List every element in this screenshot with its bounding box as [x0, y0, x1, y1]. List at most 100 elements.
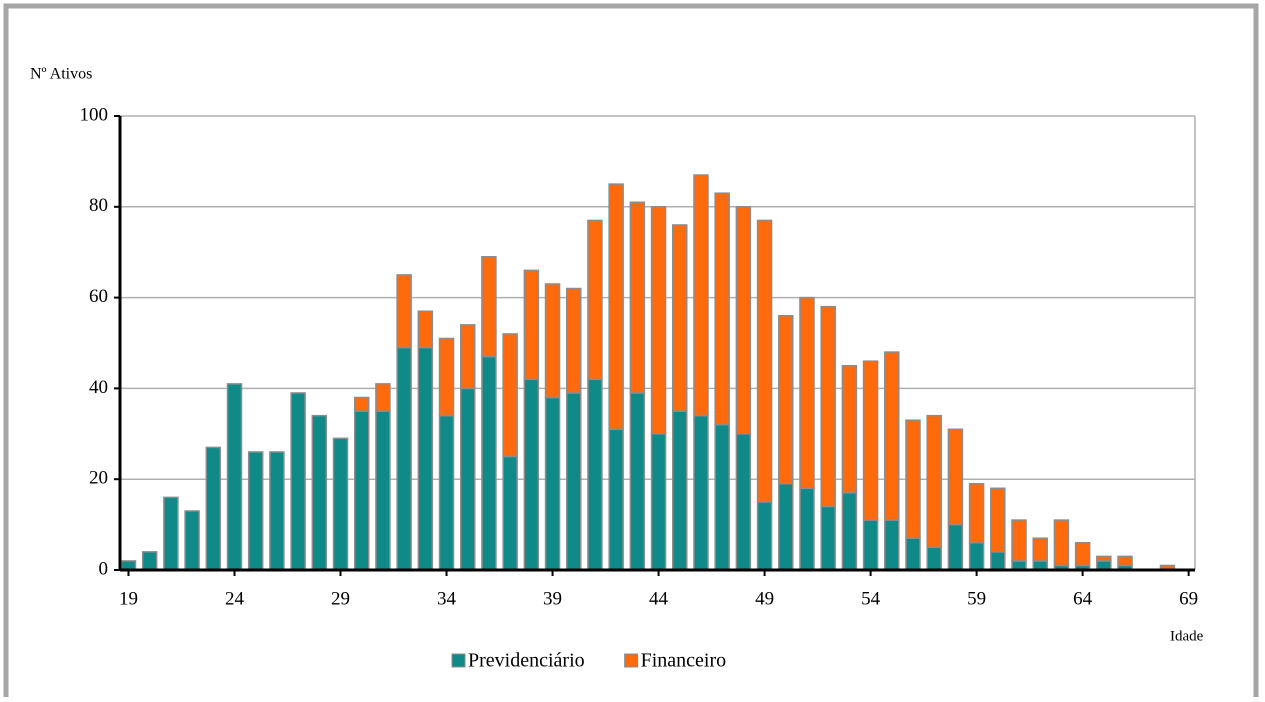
bar-segment — [820, 505, 836, 571]
bar-segment — [650, 433, 667, 571]
bar-segment — [693, 414, 709, 571]
bar-segment — [353, 396, 370, 412]
bar-segment — [778, 315, 794, 485]
bar-segment — [459, 324, 476, 390]
x-tick-label: 39 — [543, 588, 562, 609]
x-tick-label: 34 — [437, 588, 457, 609]
bar-segment — [990, 487, 1006, 553]
bar-segment — [714, 423, 730, 571]
y-tick-label: 60 — [89, 286, 108, 307]
bar-segment — [523, 378, 540, 571]
bar-segment — [459, 387, 476, 571]
bar-segment — [693, 174, 709, 417]
bar-segment — [608, 428, 624, 571]
bar-segment — [841, 364, 858, 494]
bar-segment — [184, 510, 200, 571]
x-tick-label: 44 — [649, 588, 669, 609]
bar-segment — [544, 396, 561, 571]
bar-segment — [375, 410, 391, 571]
bar-segment — [926, 546, 942, 571]
x-tick-label: 49 — [755, 588, 774, 609]
bar-segment — [1011, 519, 1027, 562]
bar-segment — [735, 206, 752, 435]
bar-segment — [544, 283, 561, 399]
bar-segment — [841, 492, 858, 571]
bar-segment — [163, 496, 179, 571]
bar-segment — [820, 305, 836, 508]
bar-segment — [672, 224, 688, 412]
bar-segment — [523, 269, 540, 381]
y-tick-label: 20 — [89, 468, 108, 489]
bar-segment — [417, 310, 434, 349]
legend-label: Financeiro — [641, 650, 727, 672]
bar-segment — [587, 219, 603, 381]
bar-segment — [1053, 519, 1070, 567]
legend-label: Previdenciário — [468, 650, 585, 672]
bar-segment — [672, 410, 688, 571]
bar-segment — [990, 551, 1006, 571]
bar-segment — [926, 414, 942, 549]
bar-segment — [396, 346, 412, 571]
bar-segment — [1032, 537, 1048, 562]
bar-segment — [884, 351, 900, 521]
y-tick-label: 80 — [89, 195, 108, 216]
legend-swatch — [624, 653, 639, 668]
bar-segment — [502, 455, 518, 571]
bar-segment — [905, 419, 921, 539]
bar-segment — [714, 192, 730, 426]
bar-segment — [1096, 555, 1112, 562]
bar-segment — [269, 451, 285, 571]
bar-segment — [375, 383, 391, 412]
x-tick-label: 64 — [1073, 588, 1093, 609]
bar-segment — [438, 414, 455, 571]
bar-segment — [968, 542, 985, 571]
y-axis-label: Nº Ativos — [30, 66, 92, 83]
bar-segment — [756, 219, 773, 503]
bar-segment — [565, 287, 582, 394]
bar-segment — [947, 523, 964, 571]
bar-segment — [947, 428, 964, 526]
bar-segment — [481, 355, 497, 571]
bar-segment — [862, 519, 879, 571]
bar-segment — [862, 360, 879, 521]
y-tick-label: 40 — [89, 377, 108, 398]
bar-segment — [290, 392, 306, 571]
y-tick-label: 100 — [80, 104, 109, 125]
bar-segment — [141, 551, 158, 571]
bar-segment — [1117, 555, 1133, 567]
bar-segment — [438, 337, 455, 417]
bar-segment — [799, 296, 815, 490]
y-tick-label: 0 — [99, 558, 109, 579]
bar-segment — [778, 482, 794, 571]
bar-segment — [565, 392, 582, 571]
bar-segment — [884, 519, 900, 571]
bar-segment — [905, 537, 921, 571]
bar-segment — [650, 206, 667, 435]
bar-segment — [205, 446, 222, 571]
bar-segment — [587, 378, 603, 571]
bar-segment — [396, 274, 412, 349]
bar-segment — [756, 501, 773, 571]
bar-segment — [799, 487, 815, 571]
bar-segment — [226, 383, 243, 571]
legend-swatch — [451, 653, 466, 668]
bar-segment — [968, 482, 985, 544]
x-tick-label: 59 — [967, 588, 986, 609]
bar-segment — [311, 414, 328, 571]
bar-segment — [1074, 542, 1091, 567]
bar-segment — [247, 451, 264, 571]
bar-segment — [353, 410, 370, 571]
x-tick-label: 29 — [331, 588, 350, 609]
bar-segment — [629, 201, 646, 394]
x-tick-label: 69 — [1179, 588, 1198, 609]
bar-segment — [629, 392, 646, 571]
bar-segment — [608, 183, 624, 431]
x-axis-label: Idade — [1170, 628, 1204, 644]
bar-segment — [481, 255, 497, 358]
bar-segment — [332, 437, 349, 571]
bar-segment — [735, 433, 752, 571]
x-tick-label: 54 — [861, 588, 881, 609]
bar-segment — [502, 333, 518, 458]
